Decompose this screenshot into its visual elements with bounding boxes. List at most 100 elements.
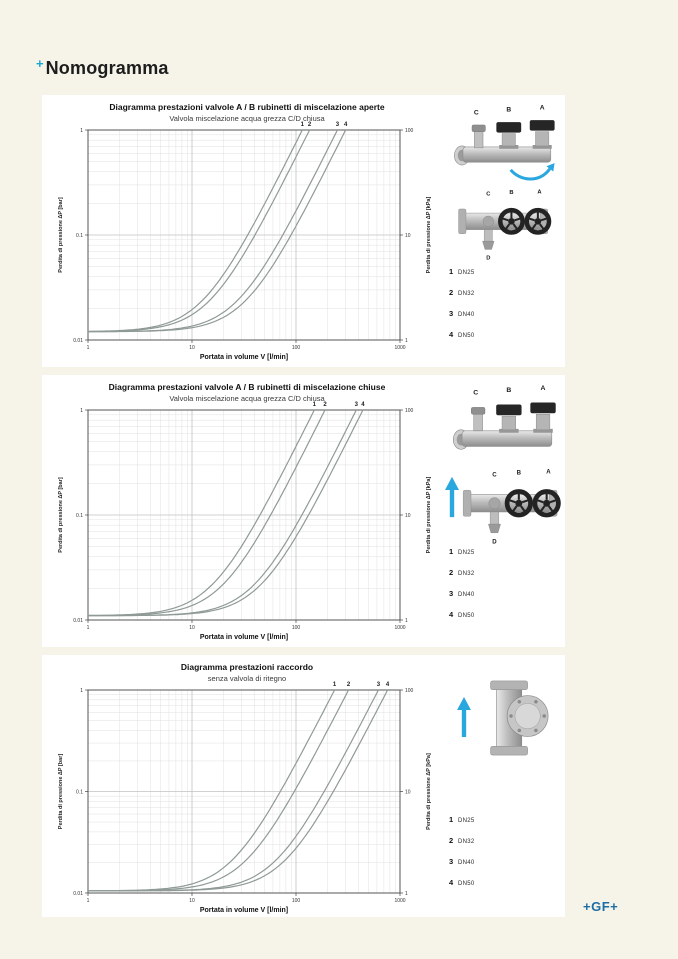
panel-valves-open: Diagramma prestazioni valvole A / B rubi… (42, 95, 565, 367)
port-label-d: D (486, 255, 490, 261)
svg-text:1000: 1000 (394, 898, 405, 904)
chart-title: Diagramma prestazioni valvole A / B rubi… (109, 102, 385, 112)
legend-curve-number: 2 (449, 836, 454, 845)
legend-curve-number: 4 (449, 330, 454, 339)
curve-label: 2 (347, 682, 351, 688)
legend-dn-size: DN32 (458, 571, 475, 577)
svg-text:0.01: 0.01 (73, 338, 83, 344)
svg-text:0.1: 0.1 (76, 233, 83, 239)
legend-item: 2 DN32 (449, 836, 559, 845)
curve-label: 2 (323, 402, 327, 408)
svg-text:100: 100 (405, 408, 414, 414)
chart-subtitle: Valvola miscelazione acqua grezza C/D ch… (169, 114, 325, 123)
x-axis-label: Portata in volume V [l/min] (200, 634, 288, 641)
port-label-c: C (474, 109, 479, 116)
port-label-d: D (492, 538, 497, 545)
legend-dn-size: DN32 (458, 291, 475, 297)
valve-photo-top-closed-handles: C B A (454, 105, 555, 181)
port-c-boss (488, 497, 501, 510)
plus-marker-icon: + (36, 56, 44, 71)
port-d-cap (482, 240, 495, 250)
bolt (534, 728, 538, 733)
svg-text:10: 10 (405, 233, 411, 239)
panel-fitting: Diagramma prestazioni raccordo senza val… (42, 655, 565, 917)
x-axis-label: Portata in volume V [l/min] (200, 354, 288, 361)
side-column: C B A C B A (445, 95, 565, 367)
legend-dn-size: DN40 (458, 312, 475, 318)
legend-curve-number: 4 (449, 610, 454, 619)
bolt (517, 699, 522, 704)
legend-item: 1 DN25 (449, 267, 559, 276)
curve-dnDN50 (88, 409, 364, 617)
legend-item: 2 DN32 (449, 568, 559, 577)
legend-item: 2 DN32 (449, 288, 559, 297)
curve-label: 1 (313, 402, 317, 408)
chart-subtitle: senza valvola di ritegno (207, 674, 287, 683)
side-column: C B A C B A (445, 375, 565, 647)
legend-item: 1 DN25 (449, 815, 559, 824)
handwheel-a-side (529, 120, 555, 131)
curve-dnDN50 (88, 689, 389, 892)
up-arrow-icon (445, 476, 459, 518)
y-axis-label-right: Perdita di pressione ΔP [kPa] (426, 753, 432, 830)
legend-curve-number: 2 (449, 568, 454, 577)
port-label-b: B (506, 107, 511, 114)
legend-item: 3 DN40 (449, 309, 559, 318)
port-d-stub (483, 229, 493, 242)
stem-b (501, 133, 516, 147)
y-axis-label-left: Perdita di pressione ΔP [bar] (58, 197, 64, 273)
svg-text:100: 100 (405, 128, 414, 134)
rotate-arrow-icon (509, 167, 552, 181)
curve-label: 4 (386, 682, 390, 688)
curve-label: 4 (361, 402, 365, 408)
top-flange (490, 680, 528, 690)
curve-dnDN50 (88, 129, 347, 333)
stem-a (535, 131, 550, 147)
svg-text:1: 1 (405, 891, 408, 897)
legend-item: 4 DN50 (449, 878, 559, 887)
panel-valves-closed: Diagramma prestazioni valvole A / B rubi… (42, 375, 565, 647)
port-label-b: B (509, 190, 513, 196)
page-title: + Nomogramma (36, 56, 169, 79)
curve-dnDN40 (88, 689, 379, 892)
side-column: 1 DN25 2 DN32 3 DN40 4 DN50 (445, 655, 565, 917)
curve-dnDN25 (88, 689, 336, 892)
bonnet-flange-b (499, 145, 519, 149)
stem-a (535, 413, 551, 431)
svg-text:10: 10 (189, 898, 195, 904)
x-axis-label: Portata in volume V [l/min] (200, 907, 288, 914)
page-title-text: Nomogramma (45, 58, 169, 78)
handwheel-b-side (496, 122, 522, 133)
port-d-stub (489, 511, 500, 525)
svg-text:1: 1 (87, 625, 90, 631)
legend-curve-number: 3 (449, 589, 454, 598)
port-c-stub (474, 131, 484, 149)
stem-b (501, 415, 516, 431)
legend-curve-number: 4 (449, 878, 454, 887)
legend-curve-number: 1 (449, 547, 454, 556)
y-axis-label-right: Perdita di pressione ΔP [kPa] (426, 197, 432, 274)
svg-text:100: 100 (292, 625, 301, 631)
chart-title: Diagramma prestazioni valvole A / B rubi… (108, 382, 386, 392)
legend-item: 3 DN40 (449, 589, 559, 598)
curve-dnDN40 (88, 129, 338, 333)
y-axis-label-left: Perdita di pressione ΔP [bar] (58, 754, 64, 830)
valve-body (462, 146, 552, 163)
legend-item: 1 DN25 (449, 547, 559, 556)
bolt (509, 714, 513, 718)
svg-text:1: 1 (87, 345, 90, 351)
curve-label: 2 (308, 122, 312, 128)
svg-text:10: 10 (405, 513, 411, 519)
legend-dn-size: DN25 (458, 818, 475, 824)
port-c-cap (471, 124, 486, 132)
svg-text:0.1: 0.1 (76, 513, 83, 519)
side-cover-inner (514, 703, 541, 729)
legend-curve-number: 3 (449, 309, 454, 318)
curve-label: 1 (301, 122, 305, 128)
svg-text:1: 1 (80, 128, 83, 134)
valve-photo-handwheels: C B A D (462, 469, 561, 545)
dn-legend: 1 DN25 2 DN32 3 DN40 4 DN50 (449, 547, 559, 631)
chart-title: Diagramma prestazioni raccordo (180, 662, 314, 672)
